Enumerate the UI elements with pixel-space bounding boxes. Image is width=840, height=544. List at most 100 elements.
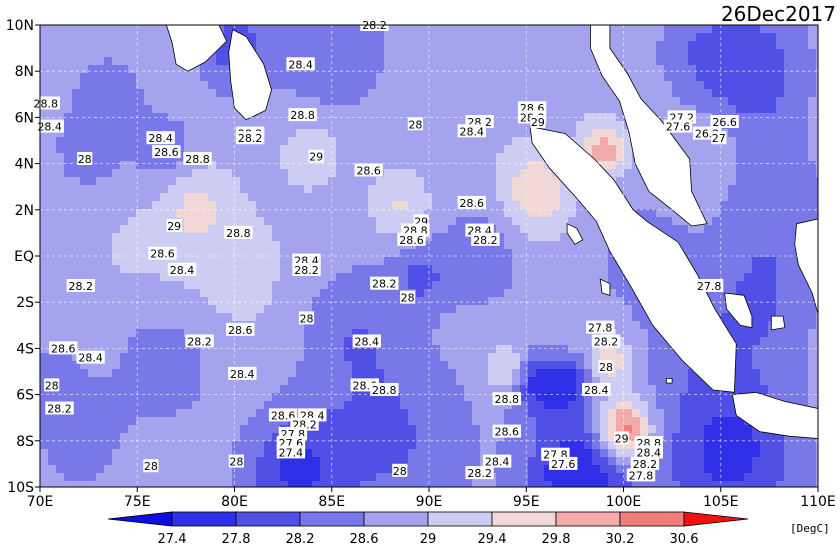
field-cell — [736, 273, 745, 282]
field-cell — [184, 129, 193, 138]
field-cell — [576, 89, 585, 98]
field-cell — [392, 377, 401, 386]
field-cell — [528, 233, 537, 242]
field-cell — [560, 369, 569, 378]
field-cell — [392, 265, 401, 274]
field-cell — [704, 41, 713, 50]
field-cell — [488, 321, 497, 330]
field-cell — [168, 169, 177, 178]
field-cell — [296, 169, 305, 178]
field-cell — [328, 337, 337, 346]
field-cell — [520, 193, 529, 202]
field-cell — [440, 273, 449, 282]
field-cell — [64, 353, 73, 362]
field-cell — [344, 121, 353, 130]
field-cell — [648, 209, 657, 218]
field-cell — [784, 161, 793, 170]
field-cell — [384, 57, 393, 66]
field-cell — [160, 41, 169, 50]
field-cell — [72, 97, 81, 106]
field-cell — [424, 345, 433, 354]
field-cell — [464, 185, 473, 194]
field-cell — [768, 41, 777, 50]
field-cell — [456, 321, 465, 330]
field-cell — [112, 89, 121, 98]
field-cell — [432, 417, 441, 426]
field-cell — [264, 65, 273, 74]
field-cell — [312, 65, 321, 74]
field-cell — [344, 129, 353, 138]
field-cell — [64, 321, 73, 330]
field-cell — [56, 257, 65, 266]
field-cell — [648, 73, 657, 82]
field-cell — [192, 145, 201, 154]
field-cell — [56, 161, 65, 170]
field-cell — [144, 273, 153, 282]
field-cell — [496, 81, 505, 90]
field-cell — [304, 49, 313, 58]
field-cell — [592, 105, 601, 114]
field-cell — [376, 425, 385, 434]
field-cell — [200, 353, 209, 362]
field-cell — [352, 25, 361, 34]
field-cell — [88, 65, 97, 74]
field-cell — [104, 297, 113, 306]
field-cell — [728, 129, 737, 138]
field-cell — [88, 385, 97, 394]
field-cell — [656, 97, 665, 106]
field-cell — [136, 57, 145, 66]
field-cell — [448, 225, 457, 234]
field-cell — [160, 201, 169, 210]
field-cell — [600, 393, 609, 402]
field-cell — [208, 321, 217, 330]
field-cell — [264, 321, 273, 330]
field-cell — [336, 57, 345, 66]
field-cell — [120, 385, 129, 394]
field-cell — [136, 89, 145, 98]
field-cell — [144, 241, 153, 250]
field-cell — [720, 153, 729, 162]
field-cell — [296, 153, 305, 162]
field-cell — [280, 137, 289, 146]
field-cell — [160, 289, 169, 298]
field-cell — [128, 201, 137, 210]
field-cell — [696, 65, 705, 74]
field-cell — [200, 177, 209, 186]
field-cell — [264, 193, 273, 202]
field-cell — [344, 409, 353, 418]
field-cell — [792, 329, 801, 338]
field-cell — [344, 25, 353, 34]
field-cell — [720, 305, 729, 314]
field-cell — [640, 73, 649, 82]
field-cell — [368, 209, 377, 218]
field-cell — [384, 425, 393, 434]
field-cell — [528, 249, 537, 258]
field-cell — [752, 97, 761, 106]
field-cell — [712, 249, 721, 258]
field-cell — [552, 321, 561, 330]
field-cell — [208, 113, 217, 122]
field-cell — [544, 313, 553, 322]
field-cell — [320, 241, 329, 250]
field-cell — [648, 97, 657, 106]
field-cell — [672, 225, 681, 234]
field-cell — [704, 73, 713, 82]
field-cell — [488, 73, 497, 82]
field-cell — [200, 169, 209, 178]
field-cell — [264, 313, 273, 322]
field-cell — [200, 121, 209, 130]
field-cell — [792, 337, 801, 346]
field-cell — [576, 353, 585, 362]
field-cell — [488, 409, 497, 418]
field-cell — [104, 193, 113, 202]
field-cell — [480, 41, 489, 50]
field-cell — [744, 361, 753, 370]
field-cell — [544, 201, 553, 210]
field-cell — [488, 313, 497, 322]
field-cell — [96, 97, 105, 106]
field-cell — [448, 185, 457, 194]
field-cell — [448, 385, 457, 394]
field-cell — [360, 73, 369, 82]
field-cell — [168, 369, 177, 378]
field-cell — [496, 121, 505, 130]
